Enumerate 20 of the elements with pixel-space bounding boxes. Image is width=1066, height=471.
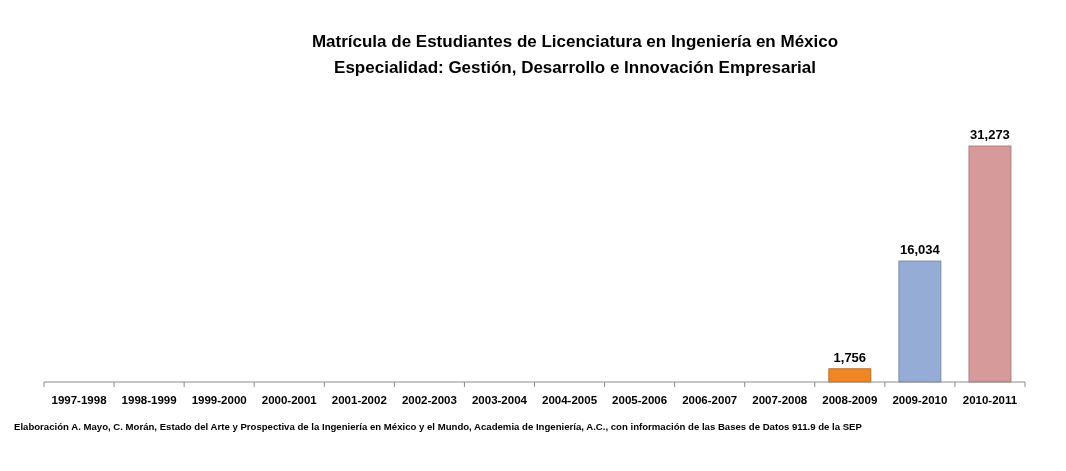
data-label: 16,034 xyxy=(900,242,941,257)
x-tick-label: 2004-2005 xyxy=(542,394,598,406)
x-tick-label: 2007-2008 xyxy=(752,394,808,406)
chart-subtitle: Especialidad: Gestión, Desarrollo e Innovación Empresarial xyxy=(334,58,816,77)
x-tick-label: 2000-2001 xyxy=(261,394,318,406)
text: Elaboración A. Mayo, C. Morán, Estado del Arte y Prospectiva de la Ingeniería en México y el Mundo, Academia de Ingeniería, A.C., con información de las Bases de Datos 911.9 de la SEP xyxy=(14,421,863,432)
x-tick-label: 2002-2003 xyxy=(401,394,457,406)
data-label: 31,273 xyxy=(970,127,1010,142)
x-tick-label: 1997-1998 xyxy=(51,394,108,406)
x-tick-label: 2001-2002 xyxy=(331,394,387,406)
x-tick-label: 1998-1999 xyxy=(121,394,177,406)
chart-title: Matrícula de Estudiantes de Licenciatura en Ingeniería en México xyxy=(311,32,839,51)
x-tick-label: 2003-2004 xyxy=(471,394,528,406)
x-tick-label: 2010-2011 xyxy=(962,394,1018,406)
x-tick-label: 2005-2006 xyxy=(612,394,668,406)
x-tick-label: 2008-2009 xyxy=(822,394,878,406)
x-tick-label: 2006-2007 xyxy=(682,394,738,406)
x-tick-label: 2009-2010 xyxy=(892,394,948,406)
data-label: 1,756 xyxy=(833,349,867,365)
x-tick-label: 1999-2000 xyxy=(191,394,247,406)
